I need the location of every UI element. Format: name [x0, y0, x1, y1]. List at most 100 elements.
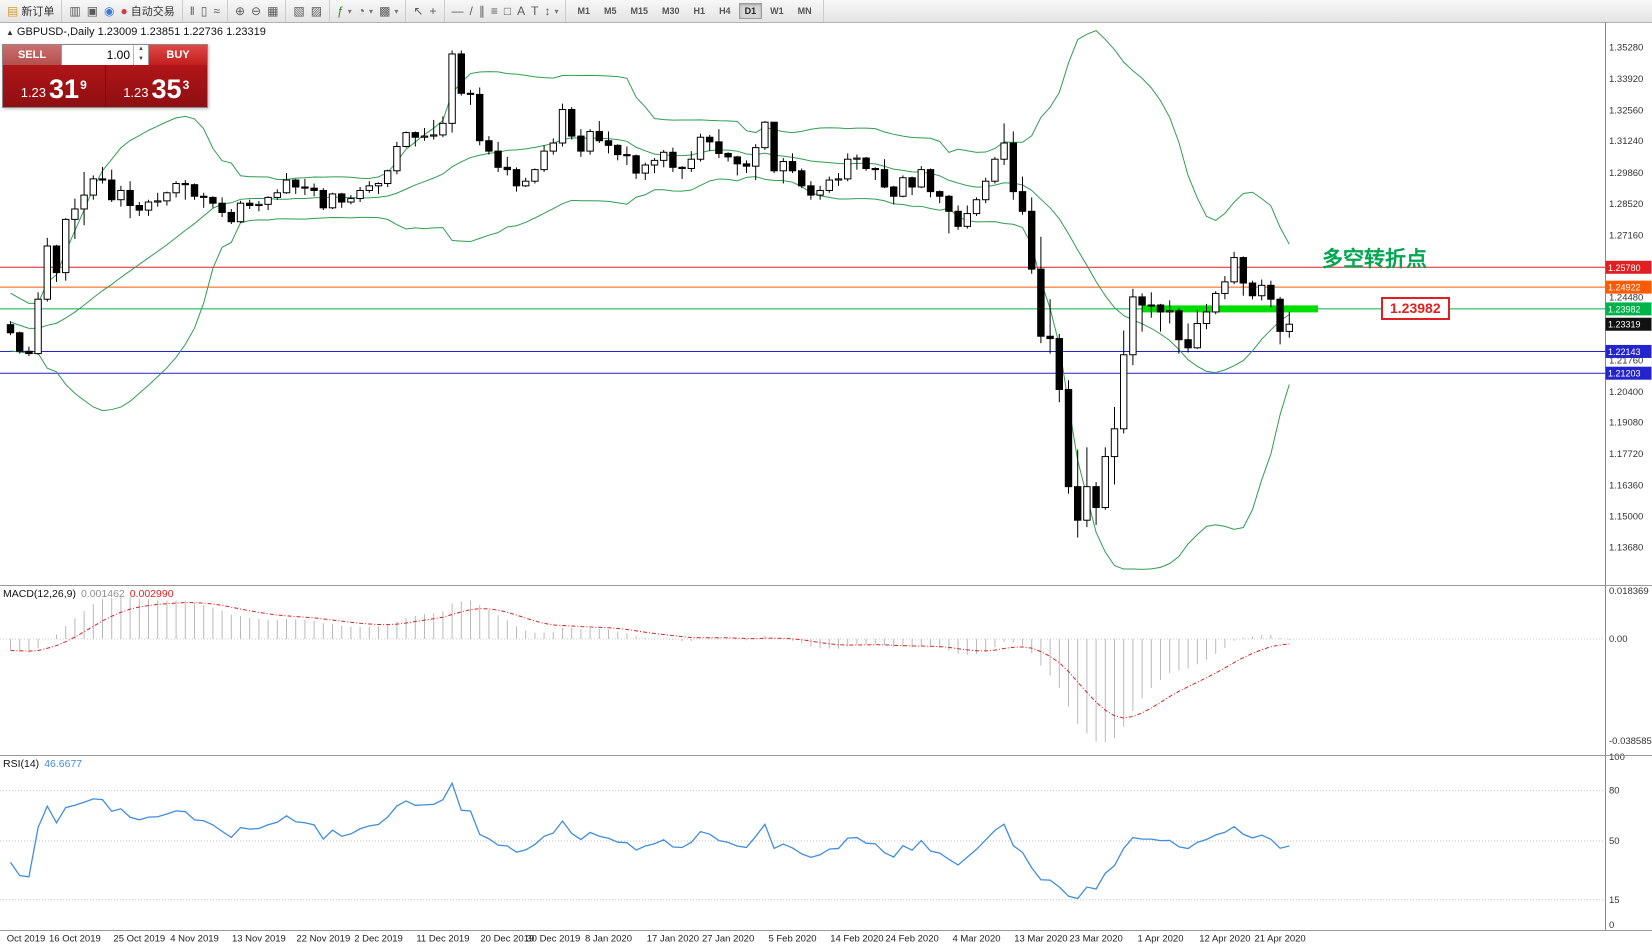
- sell-button[interactable]: SELL: [3, 45, 61, 65]
- svg-text:1.22143: 1.22143: [1608, 347, 1641, 357]
- svg-text:5 Feb 2020: 5 Feb 2020: [768, 934, 816, 945]
- candlestick-chart-icon[interactable]: ▯: [200, 4, 208, 18]
- zoom-out-icon[interactable]: ⊖: [251, 4, 262, 18]
- timeframe-w1[interactable]: W1: [770, 6, 784, 16]
- svg-text:1.27160: 1.27160: [1609, 230, 1643, 241]
- crosshair-tool-icon[interactable]: +: [429, 4, 437, 18]
- volume-down-icon[interactable]: ▼: [138, 56, 144, 62]
- horizontal-line-tool-icon[interactable]: —: [451, 4, 464, 18]
- svg-text:100: 100: [1609, 752, 1625, 763]
- timeframe-m30[interactable]: M30: [662, 6, 680, 16]
- svg-text:4 Nov 2019: 4 Nov 2019: [170, 934, 219, 945]
- toolbar-group: — / ∥ ≡ □ A T ↕ ▾: [445, 0, 567, 22]
- svg-text:1.29860: 1.29860: [1609, 168, 1643, 179]
- timeframe-d1[interactable]: D1: [738, 3, 763, 19]
- buy-price-small: 1.23: [123, 85, 149, 100]
- line-chart-icon[interactable]: ≈: [213, 4, 220, 18]
- timeframe-h4[interactable]: H4: [719, 6, 731, 16]
- toolbar-group: ƒ ▾ ◔ ▾ ▩ ▾: [330, 0, 407, 22]
- rsi-indicator: [0, 781, 1605, 901]
- charts-window-icon[interactable]: ▥: [69, 4, 81, 18]
- chart-header: ▲ GBPUSD-,Daily 1.23009 1.23851 1.22736 1…: [6, 26, 266, 38]
- candlesticks: [6, 50, 1293, 538]
- svg-text:8 Jan 2020: 8 Jan 2020: [585, 934, 632, 945]
- trendline-tool-icon[interactable]: /: [469, 4, 473, 18]
- svg-text:0: 0: [1609, 920, 1614, 931]
- svg-text:80: 80: [1609, 786, 1620, 797]
- profiles-icon[interactable]: ▣: [86, 4, 99, 18]
- svg-text:1.21203: 1.21203: [1608, 369, 1641, 379]
- svg-text:11 Dec 2019: 11 Dec 2019: [416, 934, 469, 945]
- label-tool-icon[interactable]: T: [531, 4, 539, 18]
- svg-text:1.16360: 1.16360: [1609, 480, 1643, 491]
- svg-text:Oct 2019: Oct 2019: [7, 934, 46, 945]
- timeframe-mn[interactable]: MN: [797, 6, 812, 16]
- timeframe-m1[interactable]: M1: [577, 6, 590, 16]
- time-axis[interactable]: Oct 2019 16 Oct 2019 25 Oct 2019 4 Nov 2019…: [7, 934, 1306, 945]
- svg-text:24 Feb 2020: 24 Feb 2020: [885, 934, 938, 945]
- svg-text:1.24922: 1.24922: [1608, 283, 1641, 293]
- autotrading-button[interactable]: ● 自动交易: [120, 4, 175, 18]
- svg-text:2 Dec 2019: 2 Dec 2019: [354, 934, 403, 945]
- data-window-icon[interactable]: ▨: [310, 4, 323, 18]
- arrows-tool-icon[interactable]: ↕ ▾: [544, 4, 559, 18]
- support-zone-segment[interactable]: [1142, 305, 1318, 313]
- toolbar-group: ⊕ ⊖ ▦: [228, 0, 287, 22]
- price-axis[interactable]: 1.35280 1.33920 1.32560 1.31240 1.29860 1.285…: [1605, 22, 1652, 930]
- sell-price-big: 31: [49, 74, 80, 104]
- buy-price-button[interactable]: 1.23 35 3: [106, 65, 208, 107]
- svg-text:13 Nov 2019: 13 Nov 2019: [232, 934, 286, 945]
- cursor-tool-icon[interactable]: ↖: [413, 4, 424, 18]
- toolbar-group: ↖ +: [406, 0, 445, 22]
- rsi-axis: 100 80 50 15 0: [1609, 752, 1625, 931]
- svg-text:1.17720: 1.17720: [1609, 449, 1643, 460]
- one-click-trading-panel: SELL ▲ ▼ BUY 1.23 31 9 1.23 35 3: [2, 44, 208, 108]
- add-indicator-button[interactable]: ƒ ▾: [337, 4, 352, 18]
- turning-point-annotation: 多空转折点: [1322, 248, 1427, 271]
- channel-tool-icon[interactable]: ∥: [478, 4, 485, 18]
- svg-text:1.35280: 1.35280: [1609, 42, 1643, 53]
- tile-windows-icon[interactable]: ▦: [267, 4, 279, 18]
- template-button[interactable]: ▩ ▾: [379, 4, 399, 18]
- strategy-tester-icon[interactable]: ▧: [293, 4, 305, 18]
- svg-text:1.20400: 1.20400: [1609, 387, 1643, 398]
- bar-chart-icon[interactable]: ‖: [189, 4, 195, 18]
- svg-text:1.19080: 1.19080: [1609, 417, 1643, 428]
- period-selector-button[interactable]: ◔ ▾: [357, 4, 374, 18]
- timeframe-group: M1 M5 M15 M30 H1 H4 D1 W1 MN: [566, 0, 824, 22]
- fibonacci-tool-icon[interactable]: ≡: [490, 4, 498, 18]
- volume-input[interactable]: [62, 45, 133, 65]
- collapse-panel-icon[interactable]: ▲: [6, 28, 14, 37]
- buy-button[interactable]: BUY: [149, 45, 207, 65]
- toolbar-group: ‖ ▯ ≈: [183, 0, 228, 22]
- buy-price-big: 35: [151, 74, 182, 104]
- svg-text:23 Mar 2020: 23 Mar 2020: [1069, 934, 1122, 945]
- svg-text:1.32560: 1.32560: [1609, 105, 1643, 116]
- timeframe-h1[interactable]: H1: [693, 6, 706, 16]
- community-icon[interactable]: ◉: [104, 4, 115, 18]
- svg-text:4 Mar 2020: 4 Mar 2020: [952, 934, 1000, 945]
- svg-text:1.15000: 1.15000: [1609, 512, 1643, 523]
- sell-price-sup: 9: [80, 78, 87, 92]
- text-tool-icon[interactable]: A: [517, 4, 526, 18]
- macd-axis: 0.018369 0.00 -0.038585: [1609, 586, 1652, 747]
- shapes-tool-icon[interactable]: □: [503, 4, 512, 18]
- price-tag-annotation: 1.23982: [1381, 297, 1450, 320]
- svg-text:12 Apr 2020: 12 Apr 2020: [1199, 934, 1250, 945]
- rsi-value: 46.6677: [44, 758, 83, 770]
- volume-up-icon[interactable]: ▲: [138, 46, 144, 52]
- svg-text:1.24480: 1.24480: [1609, 292, 1643, 303]
- svg-text:15: 15: [1609, 895, 1620, 906]
- svg-text:-0.038585: -0.038585: [1609, 736, 1652, 747]
- macd-indicator: [0, 596, 1605, 742]
- svg-text:13 Mar 2020: 13 Mar 2020: [1014, 934, 1067, 945]
- timeframe-m5[interactable]: M5: [604, 6, 617, 16]
- svg-text:1.33920: 1.33920: [1609, 74, 1643, 85]
- svg-text:22 Nov 2019: 22 Nov 2019: [296, 934, 350, 945]
- new-order-button[interactable]: ▤ 新订单: [7, 4, 55, 18]
- zoom-in-icon[interactable]: ⊕: [234, 4, 245, 18]
- toolbar-group: ▤ 新订单: [0, 0, 63, 22]
- sell-price-button[interactable]: 1.23 31 9: [3, 65, 106, 107]
- timeframe-m15[interactable]: M15: [630, 6, 649, 16]
